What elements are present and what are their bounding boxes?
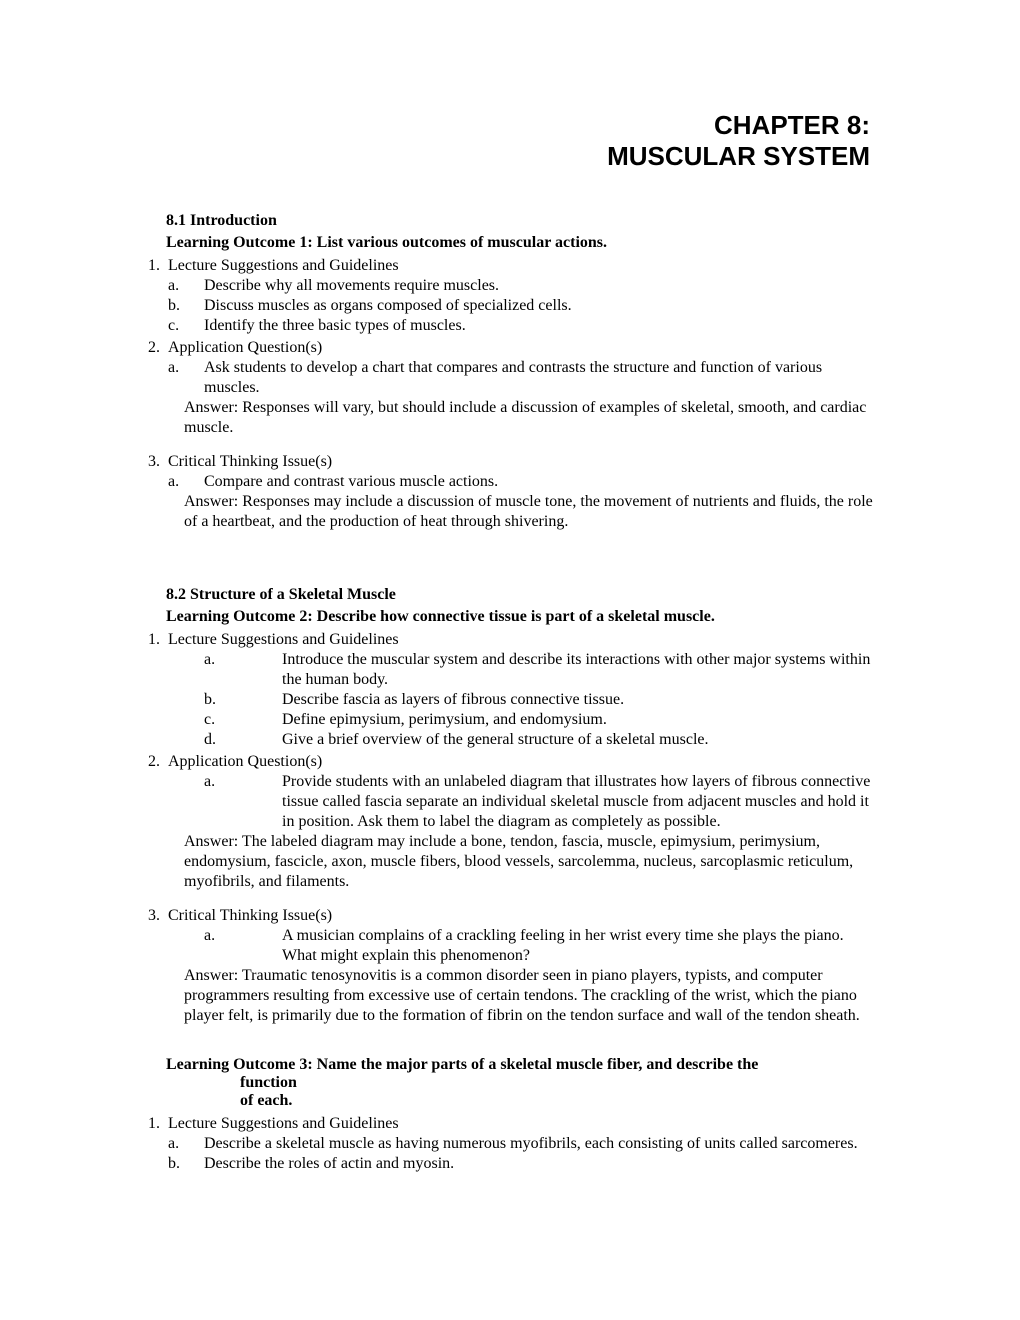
sub-text: Describe fascia as layers of fibrous con… bbox=[282, 690, 880, 710]
sub-letter: a. bbox=[204, 772, 282, 832]
document-page: CHAPTER 8: MUSCULAR SYSTEM 8.1 Introduct… bbox=[0, 0, 1020, 1236]
sub-letter: a. bbox=[168, 472, 204, 492]
sub-text: Give a brief overview of the general str… bbox=[282, 730, 880, 750]
chapter-title-line2: MUSCULAR SYSTEM bbox=[140, 141, 870, 172]
lo2-list: 1. Lecture Suggestions and Guidelines a.… bbox=[140, 630, 880, 892]
learning-outcome-3: Learning Outcome 3: Name the major parts… bbox=[140, 1056, 880, 1110]
sub-text: Compare and contrast various muscle acti… bbox=[204, 472, 880, 492]
sub-letter: d. bbox=[204, 730, 282, 750]
lo1-item3: 3. Critical Thinking Issue(s) bbox=[140, 452, 880, 472]
sub-text: Provide students with an unlabeled diagr… bbox=[282, 772, 880, 832]
lo2-item3: 3. Critical Thinking Issue(s) bbox=[140, 906, 880, 926]
list-number: 3. bbox=[140, 906, 168, 926]
sub-letter: a. bbox=[168, 1134, 204, 1154]
list-number: 2. bbox=[140, 752, 168, 772]
lo1-item2-answer: Answer: Responses will vary, but should … bbox=[140, 398, 880, 438]
sub-text: Describe why all movements require muscl… bbox=[204, 276, 880, 296]
lo2-item1c: c. Define epimysium, perimysium, and end… bbox=[140, 710, 880, 730]
list-number: 1. bbox=[140, 630, 168, 650]
list-number: 3. bbox=[140, 452, 168, 472]
lo1-list: 1. Lecture Suggestions and Guidelines a.… bbox=[140, 256, 880, 438]
chapter-title: CHAPTER 8: MUSCULAR SYSTEM bbox=[140, 110, 880, 172]
lo2-item1: 1. Lecture Suggestions and Guidelines bbox=[140, 630, 880, 650]
sub-letter: a. bbox=[204, 650, 282, 690]
sub-text: Discuss muscles as organs composed of sp… bbox=[204, 296, 880, 316]
learning-outcome-1: Learning Outcome 1: List various outcome… bbox=[140, 234, 880, 252]
list-label: Application Question(s) bbox=[168, 338, 880, 358]
lo1-list-cont: 3. Critical Thinking Issue(s) a. Compare… bbox=[140, 452, 880, 532]
sub-text: Describe the roles of actin and myosin. bbox=[204, 1154, 880, 1174]
lo2-item1a: a. Introduce the muscular system and des… bbox=[140, 650, 880, 690]
section-heading-81: 8.1 Introduction bbox=[140, 212, 880, 230]
lo1-item1c: c. Identify the three basic types of mus… bbox=[140, 316, 880, 336]
list-label: Critical Thinking Issue(s) bbox=[168, 906, 880, 926]
lo2-list-cont: 3. Critical Thinking Issue(s) a. A music… bbox=[140, 906, 880, 1026]
lo2-item2: 2. Application Question(s) bbox=[140, 752, 880, 772]
lo3-item1: 1. Lecture Suggestions and Guidelines bbox=[140, 1114, 880, 1134]
lo1-item2: 2. Application Question(s) bbox=[140, 338, 880, 358]
lo3-list: 1. Lecture Suggestions and Guidelines a.… bbox=[140, 1114, 880, 1174]
sub-letter: a. bbox=[204, 926, 282, 966]
list-label: Application Question(s) bbox=[168, 752, 880, 772]
lo2-item2a: a. Provide students with an unlabeled di… bbox=[140, 772, 880, 832]
lo2-item1b: b. Describe fascia as layers of fibrous … bbox=[140, 690, 880, 710]
lo1-item3a: a. Compare and contrast various muscle a… bbox=[140, 472, 880, 492]
lo3-item1a: a. Describe a skeletal muscle as having … bbox=[140, 1134, 880, 1154]
learning-outcome-2: Learning Outcome 2: Describe how connect… bbox=[140, 608, 880, 626]
sub-text: Introduce the muscular system and descri… bbox=[282, 650, 880, 690]
lo3-item1b: b. Describe the roles of actin and myosi… bbox=[140, 1154, 880, 1174]
lo1-item1a: a. Describe why all movements require mu… bbox=[140, 276, 880, 296]
sub-letter: b. bbox=[168, 1154, 204, 1174]
list-label: Lecture Suggestions and Guidelines bbox=[168, 256, 880, 276]
sub-letter: a. bbox=[168, 358, 204, 398]
sub-text: Describe a skeletal muscle as having num… bbox=[204, 1134, 880, 1154]
lo2-item2-answer: Answer: The labeled diagram may include … bbox=[140, 832, 880, 892]
lo1-item3-answer: Answer: Responses may include a discussi… bbox=[140, 492, 880, 532]
list-number: 2. bbox=[140, 338, 168, 358]
list-label: Critical Thinking Issue(s) bbox=[168, 452, 880, 472]
lo2-item1d: d. Give a brief overview of the general … bbox=[140, 730, 880, 750]
lo1-item2a: a. Ask students to develop a chart that … bbox=[140, 358, 880, 398]
sub-letter: b. bbox=[204, 690, 282, 710]
lo1-item1b: b. Discuss muscles as organs composed of… bbox=[140, 296, 880, 316]
sub-text: Identify the three basic types of muscle… bbox=[204, 316, 880, 336]
sub-text: Define epimysium, perimysium, and endomy… bbox=[282, 710, 880, 730]
list-label: Lecture Suggestions and Guidelines bbox=[168, 1114, 880, 1134]
chapter-title-line1: CHAPTER 8: bbox=[140, 110, 870, 141]
sub-text: Ask students to develop a chart that com… bbox=[204, 358, 880, 398]
list-number: 1. bbox=[140, 1114, 168, 1134]
lo3-title-cont2: of each. bbox=[166, 1092, 880, 1110]
sub-letter: a. bbox=[168, 276, 204, 296]
lo2-item3-answer: Answer: Traumatic tenosynovitis is a com… bbox=[140, 966, 880, 1026]
sub-letter: b. bbox=[168, 296, 204, 316]
lo1-item1: 1. Lecture Suggestions and Guidelines bbox=[140, 256, 880, 276]
lo3-title-main: Learning Outcome 3: Name the major parts… bbox=[166, 1056, 758, 1073]
list-label: Lecture Suggestions and Guidelines bbox=[168, 630, 880, 650]
sub-text: A musician complains of a crackling feel… bbox=[282, 926, 880, 966]
sub-letter: c. bbox=[204, 710, 282, 730]
list-number: 1. bbox=[140, 256, 168, 276]
section-heading-82: 8.2 Structure of a Skeletal Muscle bbox=[140, 586, 880, 604]
lo3-title-cont1: function bbox=[166, 1074, 880, 1092]
lo2-item3a: a. A musician complains of a crackling f… bbox=[140, 926, 880, 966]
sub-letter: c. bbox=[168, 316, 204, 336]
